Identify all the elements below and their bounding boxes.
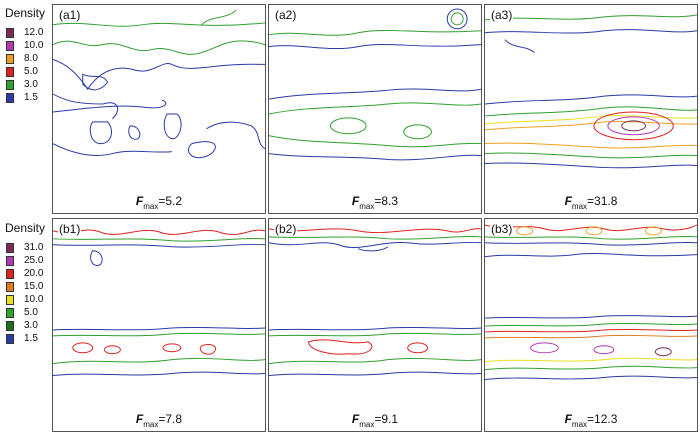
- legend-value: 3.0: [24, 320, 38, 331]
- contour-plot: [53, 9, 265, 159]
- fmax-label: Fmax=5.2: [53, 194, 265, 211]
- panel-label: (a1): [58, 8, 82, 22]
- panel-label: (b3): [490, 222, 514, 236]
- legend-swatch: [6, 308, 14, 318]
- legend-value: 15.0: [24, 281, 44, 292]
- contour-plot: [485, 224, 697, 380]
- panel-a3: (a3) Fmax=31.8: [484, 4, 698, 214]
- fmax-value: =31.8: [587, 194, 618, 208]
- legend-title: Density: [5, 6, 46, 20]
- fmax-value: =7.8: [158, 412, 183, 426]
- fmax-symbol: F: [351, 412, 360, 426]
- legend-value: 10.0: [24, 294, 44, 305]
- legend-swatch: [6, 41, 14, 51]
- legend-swatch: [6, 93, 14, 103]
- legend-value: 1.5: [24, 92, 38, 103]
- legend-title: Density: [5, 221, 46, 235]
- legend-swatch: [6, 282, 14, 292]
- legend-value: 20.0: [24, 268, 44, 279]
- panel-a2: (a2) Fmax=8.3: [268, 4, 482, 214]
- panel-b2: (b2) Fmax=9.1: [268, 218, 482, 432]
- legend-swatch: [6, 269, 14, 279]
- panel-label: (a2): [274, 8, 298, 22]
- fmax-subscript: max: [359, 420, 375, 429]
- legend-value: 10.0: [24, 40, 44, 51]
- fmax-symbol: F: [564, 412, 572, 426]
- legend-value: 25.0: [24, 255, 44, 266]
- fmax-symbol: F: [135, 194, 144, 208]
- panel-label: (b1): [58, 222, 82, 236]
- panel-b3: (b3) Fmax=12.3: [484, 218, 698, 432]
- fmax-value: =8.3: [374, 194, 399, 208]
- legend-swatch: [6, 28, 14, 38]
- legend-swatch: [6, 295, 14, 305]
- legend-value: 12.0: [24, 27, 44, 38]
- legend-b: Density 31.0 25.0 20.0 15.0 10.0 5.0 3.0…: [2, 216, 50, 356]
- fmax-label: Fmax=31.8: [485, 194, 697, 211]
- fmax-value: =5.2: [158, 194, 183, 208]
- fmax-label: Fmax=9.1: [269, 412, 481, 429]
- fmax-symbol: F: [564, 194, 572, 208]
- contour-plot: [485, 14, 697, 169]
- panel-b1: (b1) Fmax=7.8: [52, 218, 266, 432]
- legend-value: 1.5: [24, 333, 38, 344]
- legend-value: 5.0: [24, 307, 38, 318]
- legend-swatch: [6, 256, 14, 266]
- panel-label: (b2): [274, 222, 298, 236]
- legend-value: 3.0: [24, 79, 38, 90]
- fmax-symbol: F: [135, 412, 144, 426]
- legend-swatch: [6, 67, 14, 77]
- contour-plot: [269, 8, 481, 161]
- legend-swatch: [6, 334, 14, 344]
- panel-label: (a3): [490, 8, 514, 22]
- fmax-symbol: F: [351, 194, 360, 208]
- legend-swatch: [6, 243, 14, 253]
- fmax-subscript: max: [571, 420, 588, 429]
- fmax-subscript: max: [143, 420, 159, 429]
- fmax-label: Fmax=7.8: [53, 412, 265, 429]
- fmax-label: Fmax=12.3: [485, 412, 697, 429]
- fmax-subscript: max: [143, 202, 159, 211]
- legend-a: Density 12.0 10.0 8.0 5.0 3.0 1.5: [2, 0, 50, 120]
- panel-a1: (a1) Fmax=5.2: [52, 4, 266, 214]
- fmax-value: =12.3: [587, 412, 618, 426]
- fmax-value: =9.1: [374, 412, 399, 426]
- fmax-subscript: max: [571, 202, 588, 211]
- fmax-label: Fmax=8.3: [269, 194, 481, 211]
- legend-swatch: [6, 54, 14, 64]
- fmax-subscript: max: [359, 202, 375, 211]
- legend-value: 31.0: [24, 242, 44, 253]
- legend-swatch: [6, 321, 14, 331]
- legend-swatch: [6, 80, 14, 90]
- contour-plot: [53, 229, 265, 377]
- contour-plot: [269, 228, 481, 377]
- legend-value: 5.0: [24, 66, 38, 77]
- legend-value: 8.0: [24, 53, 38, 64]
